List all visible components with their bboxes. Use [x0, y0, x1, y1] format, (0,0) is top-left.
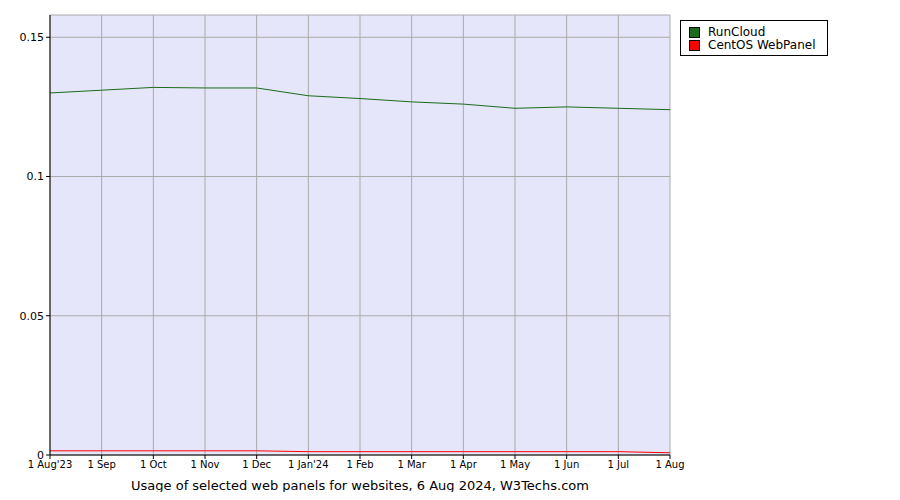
svg-text:1 Mar: 1 Mar: [397, 459, 426, 470]
svg-text:1 Nov: 1 Nov: [190, 459, 219, 470]
html-text:Usage of selected web panels f: Usage of selected web panels for website…: [131, 478, 589, 493]
svg-text:1 May: 1 May: [500, 459, 530, 470]
svg-text:1 Jun: 1 Jun: [554, 459, 579, 470]
svg-text:1 Apr: 1 Apr: [450, 459, 478, 470]
html-text:RunCloud: RunCloud: [708, 25, 766, 39]
html-text:CentOS WebPanel: CentOS WebPanel: [708, 38, 816, 52]
svg-text:0.15: 0.15: [20, 31, 45, 44]
svg-text:1 Sep: 1 Sep: [87, 459, 115, 470]
svg-text:1 Feb: 1 Feb: [346, 459, 373, 470]
svg-text:1 Oct: 1 Oct: [140, 459, 167, 470]
svg-text:1 Jan'24: 1 Jan'24: [288, 459, 328, 470]
svg-text:1 Aug'23: 1 Aug'23: [28, 459, 73, 470]
svg-text:0: 0: [37, 449, 44, 462]
svg-text:1 Aug: 1 Aug: [655, 459, 684, 470]
svg-text:1 Dec: 1 Dec: [242, 459, 271, 470]
svg-text:0.05: 0.05: [20, 310, 45, 323]
svg-text:1 Jul: 1 Jul: [608, 459, 630, 470]
svg-text:0.1: 0.1: [27, 170, 45, 183]
